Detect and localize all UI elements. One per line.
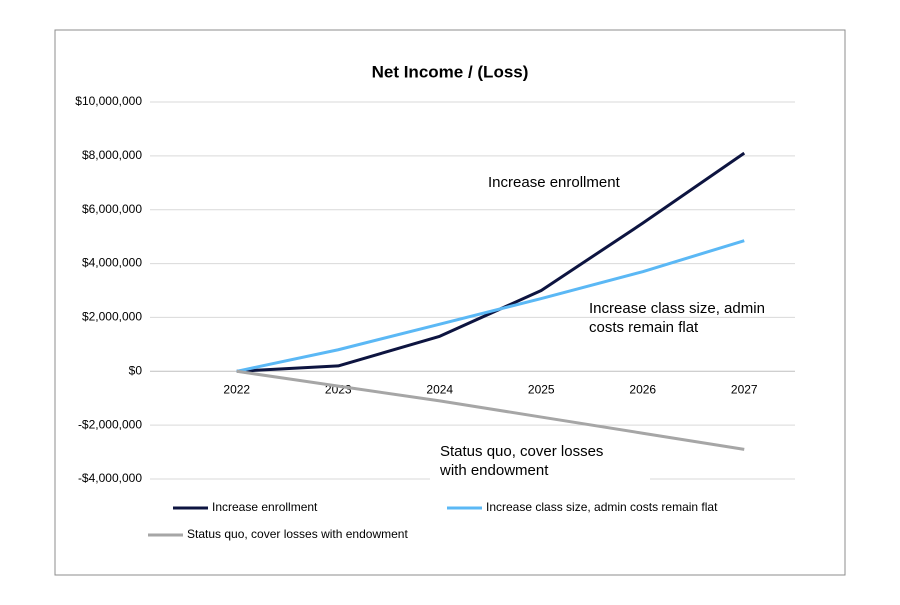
y-tick-label: -$4,000,000 (78, 471, 142, 485)
annotation: Increase enrollment (488, 174, 621, 191)
x-tick-label: 2024 (426, 382, 453, 396)
y-tick-label: $0 (129, 363, 143, 377)
x-tick-label: 2022 (223, 382, 250, 396)
series-line (236, 239, 745, 373)
y-tick-label: $10,000,000 (75, 94, 142, 108)
annotation: Increase class size, admin (589, 300, 765, 317)
chart-title: Net Income / (Loss) (372, 62, 529, 81)
annotation: costs remain flat (589, 319, 699, 336)
legend-label: Increase enrollment (212, 500, 318, 514)
annotation-background (430, 438, 650, 484)
y-tick-label: $8,000,000 (82, 148, 142, 162)
y-tick-label: $2,000,000 (82, 310, 142, 324)
y-tick-label: $4,000,000 (82, 256, 142, 270)
x-tick-label: 2027 (731, 382, 758, 396)
series-line (236, 369, 745, 451)
legend-label: Status quo, cover losses with endowment (187, 527, 408, 541)
annotation: Status quo, cover losses (440, 443, 603, 460)
y-tick-label: $6,000,000 (82, 202, 142, 216)
annotation: with endowment (439, 462, 549, 479)
series-line (236, 151, 746, 373)
legend-label: Increase class size, admin costs remain … (486, 500, 718, 514)
chart-frame (54, 29, 846, 576)
x-tick-label: 2026 (629, 382, 656, 396)
y-tick-label: -$2,000,000 (78, 417, 142, 431)
x-tick-label: 2025 (528, 382, 555, 396)
